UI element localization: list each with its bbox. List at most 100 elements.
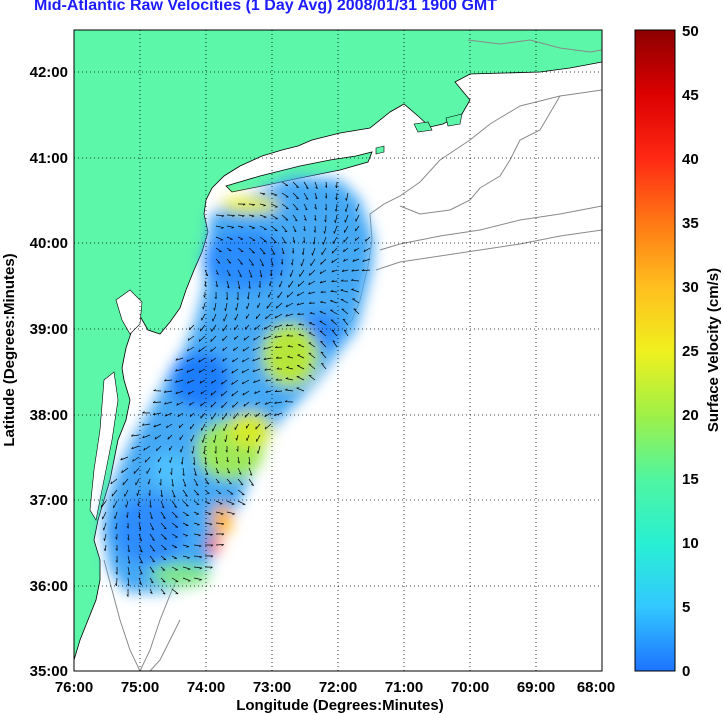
velocity-arrow: [160, 544, 167, 550]
velocity-arrow-head: [234, 337, 236, 340]
velocity-arrow: [253, 335, 261, 341]
velocity-arrow-head: [114, 516, 116, 519]
velocity-arrow: [301, 258, 305, 267]
velocity-arrow: [149, 500, 152, 508]
velocity-arrow-head: [187, 557, 190, 559]
velocity-arrow: [292, 225, 297, 232]
velocity-arrow-head: [176, 402, 179, 406]
velocity-arrow: [248, 247, 255, 254]
velocity-arrow-head: [161, 506, 165, 509]
velocity-arrow-head: [303, 228, 306, 232]
velocity-arrow-head: [143, 447, 146, 451]
velocity-arrow-head: [216, 272, 219, 275]
velocity-arrow: [266, 302, 272, 309]
velocity-arrow-head: [241, 359, 244, 363]
velocity-arrow-head: [126, 594, 129, 597]
colorbar-tick: 25: [682, 343, 699, 360]
velocity-arrow-head: [238, 472, 242, 475]
velocity-arrow: [204, 280, 207, 287]
velocity-arrow-head: [189, 402, 191, 406]
velocity-arrow-head: [211, 380, 213, 384]
velocity-arrow-head: [296, 197, 299, 199]
velocity-arrow: [138, 544, 143, 553]
velocity-arrow-head: [274, 315, 277, 319]
velocity-arrow-head: [308, 282, 311, 285]
velocity-arrow-head: [198, 339, 201, 342]
velocity-arrow-head: [243, 403, 246, 407]
velocity-arrow: [125, 500, 129, 508]
velocity-arrow-head: [142, 411, 145, 414]
velocity-arrow-head: [115, 560, 118, 563]
velocity-arrow: [204, 500, 210, 504]
velocity-arrow: [303, 236, 305, 243]
velocity-arrow: [296, 387, 305, 392]
velocity-arrow: [343, 236, 349, 243]
velocity-arrow: [312, 247, 316, 256]
velocity-arrow-head: [153, 424, 156, 428]
velocity-arrow-head: [305, 187, 309, 190]
y-tick-label: 37:00: [30, 492, 68, 509]
velocity-arrow: [160, 533, 167, 540]
velocity-arrow: [351, 269, 360, 272]
velocity-arrow: [325, 192, 328, 199]
velocity-arrow-head: [255, 414, 257, 417]
velocity-arrow: [226, 258, 232, 264]
velocity-arrow-head: [221, 215, 225, 218]
velocity-arrow-head: [152, 412, 156, 415]
velocity-arrow: [270, 269, 272, 277]
velocity-arrow: [171, 522, 179, 528]
velocity-arrow: [222, 357, 228, 362]
velocity-arrow: [210, 357, 217, 363]
velocity-arrow: [215, 456, 218, 464]
velocity-arrow: [320, 351, 327, 359]
velocity-arrow: [255, 412, 261, 418]
velocity-arrow-head: [216, 471, 219, 474]
x-tick-label: 70:00: [451, 679, 489, 696]
velocity-arrow-head: [343, 249, 345, 252]
velocity-arrow: [160, 489, 163, 497]
velocity-arrow-head: [141, 423, 145, 426]
velocity-arrow-head: [125, 504, 127, 508]
velocity-arrow-head: [278, 284, 281, 288]
velocity-arrow: [292, 203, 299, 211]
velocity-arrow-head: [210, 404, 212, 408]
velocity-arrow: [204, 467, 209, 475]
velocity-arrow-head: [140, 550, 143, 553]
velocity-arrow: [234, 423, 239, 430]
velocity-arrow: [226, 511, 235, 515]
velocity-arrow: [149, 522, 155, 530]
velocity-arrow-head: [342, 318, 346, 321]
velocity-arrow: [175, 379, 184, 383]
velocity-arrow-head: [286, 366, 290, 368]
velocity-arrow-head: [200, 403, 202, 407]
velocity-arrow-head: [151, 528, 154, 531]
velocity-arrow-head: [127, 561, 131, 564]
velocity-arrow: [171, 478, 174, 487]
velocity-arrow-head: [198, 359, 201, 363]
velocity-arrow-head: [275, 305, 278, 309]
velocity-arrow: [351, 289, 360, 293]
velocity-arrow: [186, 368, 195, 373]
velocity-arrow: [167, 434, 173, 440]
velocity-arrow-head: [188, 327, 191, 330]
velocity-arrow-head: [199, 579, 202, 581]
y-tick-label: 42:00: [30, 64, 68, 81]
velocity-arrow-head: [126, 515, 128, 518]
velocity-arrow: [270, 192, 278, 196]
velocity-arrow: [247, 445, 250, 453]
velocity-arrow: [213, 434, 217, 443]
velocity-arrow: [264, 412, 272, 418]
velocity-arrow: [237, 456, 240, 464]
velocity-arrow: [319, 320, 327, 326]
velocity-arrow: [244, 412, 250, 418]
velocity-arrow: [237, 489, 245, 496]
velocity-arrow-head: [274, 401, 277, 404]
velocity-arrow: [297, 280, 305, 287]
velocity-arrow-head: [126, 526, 129, 529]
velocity-arrow: [127, 577, 130, 586]
velocity-arrow: [231, 379, 239, 385]
velocity-arrow-head: [300, 263, 302, 267]
velocity-arrow: [346, 192, 349, 201]
velocity-arrow: [331, 247, 338, 254]
velocity-arrow: [204, 478, 210, 485]
